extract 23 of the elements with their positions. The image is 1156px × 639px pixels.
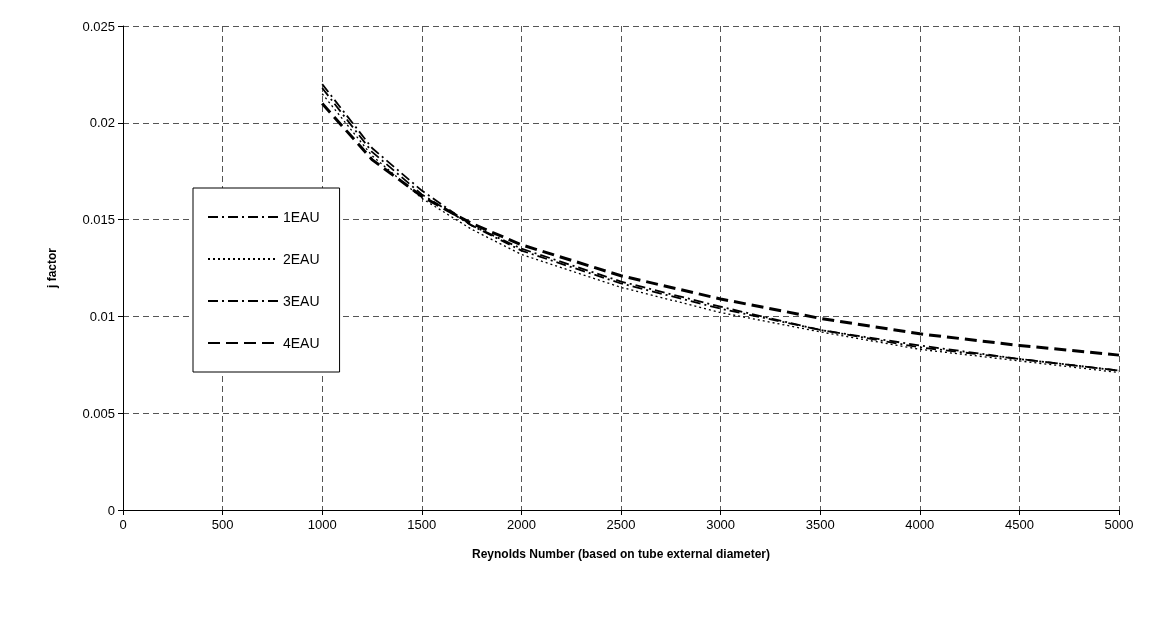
legend-label: 1EAU	[283, 209, 320, 225]
legend-label: 4EAU	[283, 335, 320, 351]
y-tick-label: 0.025	[82, 18, 115, 34]
y-tick-label: 0	[107, 502, 115, 518]
x-tick-label: 1000	[307, 517, 337, 532]
x-tick-label: 2000	[506, 517, 536, 532]
legend-label: 3EAU	[283, 293, 320, 309]
y-tick-label: 0.005	[82, 405, 115, 421]
y-tick-label: 0.01	[89, 308, 115, 324]
x-tick-label: 1500	[407, 517, 437, 532]
x-tick-label: 5000	[1104, 517, 1134, 532]
y-axis-title: j factor	[45, 247, 59, 290]
y-tick-label: 0.02	[89, 115, 115, 131]
y-tick-label: 0.015	[82, 212, 115, 228]
x-tick-label: 0	[119, 517, 127, 532]
x-tick-label: 4000	[905, 517, 935, 532]
x-tick-label: 3000	[706, 517, 736, 532]
x-tick-label: 500	[211, 517, 234, 532]
x-tick-label: 2500	[606, 517, 636, 532]
x-tick-label: 4500	[1004, 517, 1034, 532]
x-tick-label: 3500	[805, 517, 835, 532]
legend-label: 2EAU	[283, 251, 320, 267]
x-axis-title: Reynolds Number (based on tube external diameter)	[471, 547, 771, 561]
